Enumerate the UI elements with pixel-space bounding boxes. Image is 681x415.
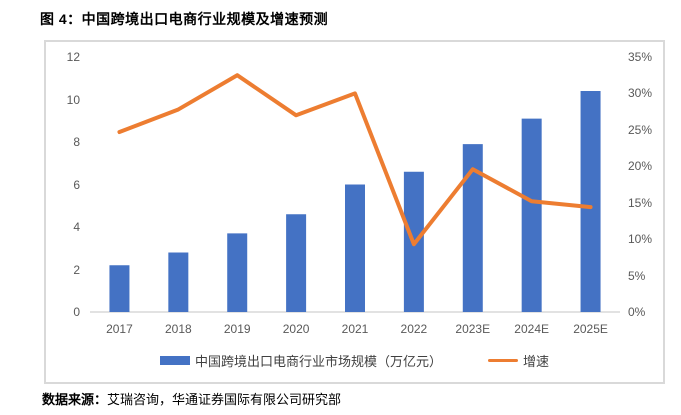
- growth-line: [117, 73, 593, 247]
- legend-item-market-scale: 中国跨境出口电商行业市场规模（万亿元）: [159, 351, 442, 370]
- right-axis-tick: 0%: [628, 305, 646, 319]
- x-axis-label-2020: 2020: [282, 322, 310, 336]
- x-axis-label-2022: 2022: [400, 322, 428, 336]
- right-axis-tick: 25%: [628, 122, 653, 137]
- bar-2018: [168, 252, 189, 312]
- x-axis-label-2019: 2019: [223, 322, 251, 336]
- x-axis-label-2025E: 2025E: [573, 322, 608, 336]
- bar-2023E: [462, 144, 483, 312]
- left-axis-tick: 0: [73, 305, 80, 319]
- x-axis-label-2018: 2018: [164, 322, 192, 336]
- x-axis-label-2017: 2017: [106, 322, 133, 336]
- right-axis-tick: 5%: [628, 268, 646, 283]
- bar-2019: [227, 233, 248, 312]
- legend-item-growth: 增速: [488, 351, 549, 370]
- right-axis-tick: 30%: [628, 86, 653, 101]
- right-axis-tick: 20%: [628, 159, 653, 174]
- left-axis-tick: 4: [73, 220, 80, 234]
- bar-2025E: [580, 91, 601, 312]
- bar-2017: [109, 265, 130, 312]
- x-axis-label-2023E: 2023E: [455, 322, 491, 336]
- bar-2021: [345, 184, 365, 312]
- line-series-label: 增速: [523, 354, 550, 369]
- bar-series-swatch-icon: [159, 356, 190, 365]
- right-axis-tick: 35%: [628, 50, 653, 64]
- right-axis-tick: 10%: [628, 232, 653, 247]
- bar-series-label: 中国跨境出口电商行业市场规模（万亿元）: [194, 354, 442, 369]
- bar-2020: [286, 214, 307, 312]
- line-series-swatch-icon: [488, 359, 518, 362]
- chart-legend: 中国跨境出口电商行业市场规模（万亿元） 增速: [46, 351, 663, 370]
- source-label: 数据来源：: [42, 392, 108, 407]
- x-axis-label-2024E: 2024E: [514, 322, 550, 336]
- left-axis-tick: 8: [73, 135, 80, 149]
- figure-title: 图 4：中国跨境出口电商行业规模及增速预测: [40, 11, 329, 27]
- right-axis-tick: 15%: [628, 195, 653, 210]
- bar-2024E: [521, 118, 542, 312]
- left-axis-tick: 2: [73, 262, 80, 277]
- left-axis-tick: 6: [73, 177, 80, 192]
- source-text: 艾瑞咨询，华通证券国际有限公司研究部: [107, 392, 342, 407]
- x-axis-label-2021: 2021: [341, 322, 369, 336]
- source-line: 数据来源：艾瑞咨询，华通证券国际有限公司研究部: [42, 389, 341, 408]
- left-axis-tick: 12: [66, 50, 80, 64]
- chart-frame: 0 2 4 6 8 10 12 0% 5% 10% 15% 20% 25% 30% 35% 2017 201…: [44, 40, 665, 384]
- left-axis-tick: 10: [66, 92, 80, 107]
- chart-plot-area: [90, 73, 620, 313]
